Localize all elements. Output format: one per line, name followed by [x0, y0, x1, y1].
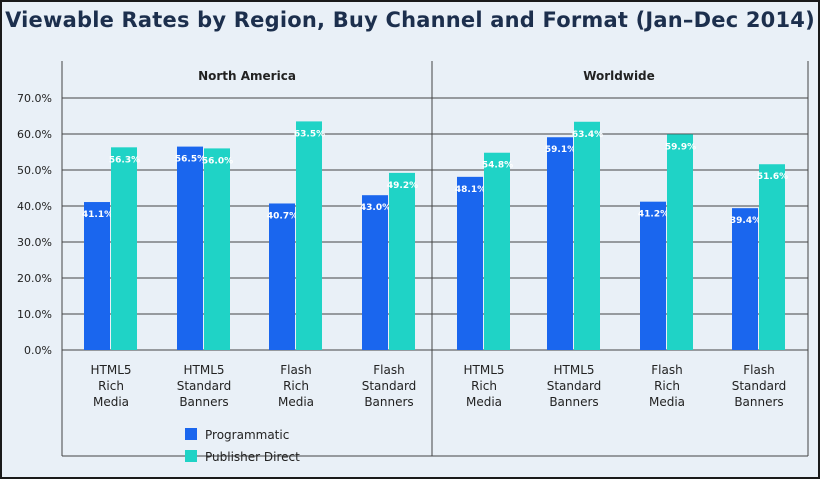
category-label: HTML5: [553, 363, 594, 377]
bar-programmatic: [84, 202, 110, 350]
data-label: 41.1%: [82, 210, 113, 220]
y-tick-label: 30.0%: [17, 236, 52, 249]
data-label: 41.2%: [638, 210, 669, 220]
legend-label: Publisher Direct: [205, 450, 300, 464]
bar-publisher-direct: [389, 172, 415, 350]
category-label: Flash: [280, 363, 311, 377]
data-label: 56.5%: [175, 155, 206, 165]
bar-programmatic: [362, 195, 388, 350]
category-label: Media: [278, 395, 314, 409]
data-label: 51.6%: [757, 172, 788, 182]
data-label: 56.3%: [109, 155, 140, 165]
bar-publisher-direct: [204, 148, 230, 350]
bar-publisher-direct: [574, 121, 600, 350]
category-label: Banners: [734, 395, 783, 409]
bar-publisher-direct: [759, 164, 785, 350]
data-label: 49.2%: [387, 181, 418, 191]
y-tick-label: 50.0%: [17, 164, 52, 177]
bar-programmatic: [269, 203, 295, 350]
legend-swatch-programmatic: [185, 428, 197, 440]
data-label: 48.1%: [455, 185, 486, 195]
category-label: Flash: [373, 363, 404, 377]
data-label: 40.7%: [267, 211, 298, 221]
chart-title: Viewable Rates by Region, Buy Channel an…: [5, 8, 815, 32]
legend-swatch-publisher-direct: [185, 450, 197, 462]
data-label: 63.5%: [294, 129, 325, 139]
bar-publisher-direct: [667, 134, 693, 350]
bar-publisher-direct: [111, 147, 137, 350]
panel-title: North America: [198, 69, 296, 83]
category-label: Standard: [547, 379, 602, 393]
data-label: 39.4%: [730, 216, 761, 226]
category-label: Rich: [654, 379, 680, 393]
category-label: Banners: [549, 395, 598, 409]
category-label: Standard: [177, 379, 232, 393]
data-label: 59.9%: [665, 142, 696, 152]
data-label: 59.1%: [545, 145, 576, 155]
category-label: Standard: [362, 379, 417, 393]
y-tick-label: 60.0%: [17, 128, 52, 141]
category-label: HTML5: [183, 363, 224, 377]
data-label: 56.0%: [202, 156, 233, 166]
bar-publisher-direct: [296, 121, 322, 351]
category-label: Banners: [179, 395, 228, 409]
y-tick-label: 40.0%: [17, 200, 52, 213]
category-label: Rich: [98, 379, 124, 393]
y-tick-label: 10.0%: [17, 308, 52, 321]
category-label: Flash: [743, 363, 774, 377]
bar-programmatic: [547, 137, 573, 350]
y-tick-label: 70.0%: [17, 92, 52, 105]
category-label: Banners: [364, 395, 413, 409]
data-label: 63.4%: [572, 130, 603, 140]
category-label: Media: [466, 395, 502, 409]
category-label: Standard: [732, 379, 787, 393]
panel-title: Worldwide: [583, 69, 655, 83]
bar-programmatic: [177, 146, 203, 350]
y-tick-label: 20.0%: [17, 272, 52, 285]
bar-programmatic: [457, 176, 483, 350]
category-label: Rich: [471, 379, 497, 393]
category-label: Media: [93, 395, 129, 409]
bar-publisher-direct: [484, 152, 510, 350]
bar-programmatic: [640, 201, 666, 350]
category-label: Media: [649, 395, 685, 409]
legend-label: Programmatic: [205, 428, 289, 442]
category-label: HTML5: [463, 363, 504, 377]
plot-area: [62, 61, 808, 456]
y-tick-label: 0.0%: [24, 344, 52, 357]
bar-programmatic: [732, 208, 758, 350]
category-label: HTML5: [90, 363, 131, 377]
category-label: Rich: [283, 379, 309, 393]
data-label: 43.0%: [360, 203, 391, 213]
data-label: 54.8%: [482, 161, 513, 171]
category-label: Flash: [651, 363, 682, 377]
